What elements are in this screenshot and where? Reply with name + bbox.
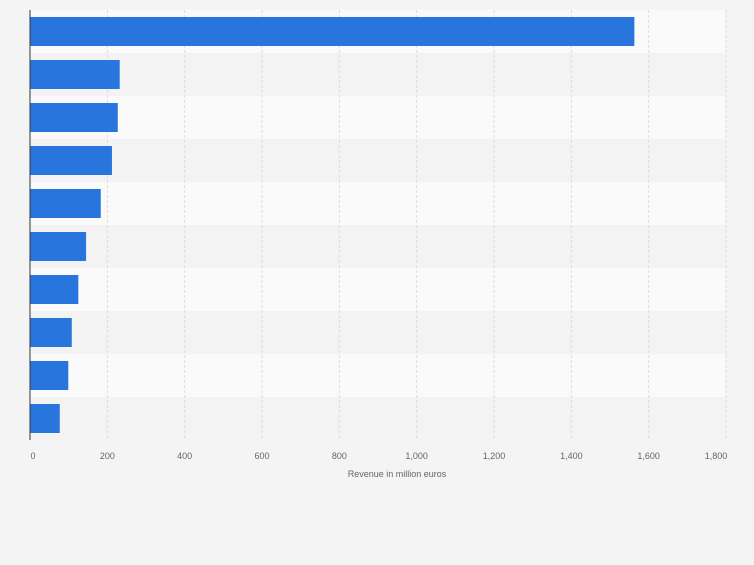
bar xyxy=(30,189,101,218)
x-axis-label: Revenue in million euros xyxy=(348,469,447,479)
x-tick-label: 800 xyxy=(332,451,347,461)
bar xyxy=(30,275,79,304)
row-band xyxy=(30,268,726,311)
row-band xyxy=(30,53,726,96)
row-band xyxy=(30,182,726,225)
x-tick-label: 200 xyxy=(100,451,115,461)
bar xyxy=(30,60,120,89)
bar xyxy=(30,361,69,390)
bar xyxy=(30,318,72,347)
row-band xyxy=(30,96,726,139)
row-band xyxy=(30,354,726,397)
bars xyxy=(30,17,635,433)
row-band xyxy=(30,397,726,440)
bar xyxy=(30,103,118,132)
x-tick-label: 1,000 xyxy=(405,451,428,461)
x-axis-ticks: 0 200 400 600 800 1,000 1,200 1,400 1,600 1,800 xyxy=(30,451,727,461)
bar xyxy=(30,232,87,261)
x-tick-label: 600 xyxy=(254,451,269,461)
row-band xyxy=(30,225,726,268)
x-tick-label: 400 xyxy=(177,451,192,461)
row-band xyxy=(30,139,726,182)
x-tick-label: 1,200 xyxy=(483,451,506,461)
x-tick-label: 1,600 xyxy=(637,451,660,461)
bar xyxy=(30,17,635,46)
bar xyxy=(30,146,112,175)
x-tick-label: 0 xyxy=(30,451,35,461)
x-tick-label: 1,800 xyxy=(705,451,728,461)
row-band xyxy=(30,311,726,354)
x-tick-label: 1,400 xyxy=(560,451,583,461)
bar xyxy=(30,404,60,433)
row-bands xyxy=(30,10,726,440)
